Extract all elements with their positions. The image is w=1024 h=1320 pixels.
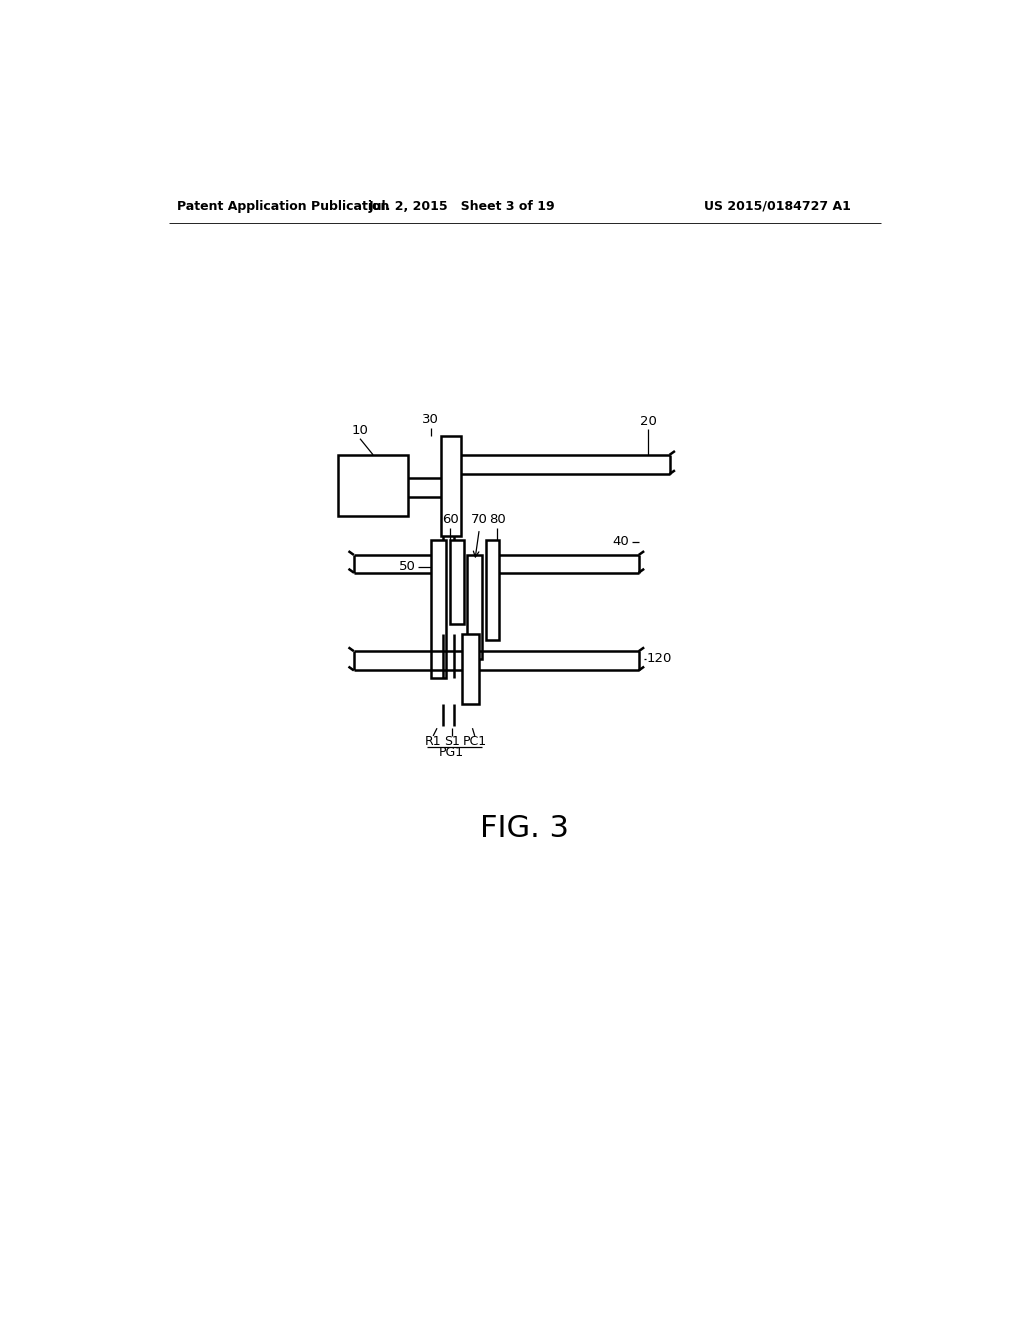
Text: 30: 30 bbox=[423, 413, 439, 426]
Text: Jul. 2, 2015   Sheet 3 of 19: Jul. 2, 2015 Sheet 3 of 19 bbox=[369, 199, 555, 213]
Text: PC1: PC1 bbox=[463, 735, 486, 748]
Text: PG1: PG1 bbox=[439, 746, 464, 759]
Text: R1: R1 bbox=[425, 735, 441, 748]
Text: US 2015/0184727 A1: US 2015/0184727 A1 bbox=[705, 199, 851, 213]
Bar bbox=[441, 436, 461, 536]
Text: 10: 10 bbox=[351, 424, 369, 437]
Text: FIG. 3: FIG. 3 bbox=[480, 814, 569, 842]
Text: Patent Application Publication: Patent Application Publication bbox=[177, 199, 389, 213]
Bar bbox=[339, 455, 408, 516]
Text: 70: 70 bbox=[471, 513, 487, 527]
Text: 50: 50 bbox=[398, 560, 416, 573]
Text: 120: 120 bbox=[646, 652, 672, 665]
Bar bbox=[467, 554, 482, 659]
Bar bbox=[485, 540, 500, 640]
Bar bbox=[451, 540, 464, 624]
Text: S1: S1 bbox=[443, 735, 460, 748]
Text: 80: 80 bbox=[488, 513, 506, 527]
Bar bbox=[431, 540, 446, 678]
Text: 40: 40 bbox=[612, 536, 630, 548]
Text: 60: 60 bbox=[441, 513, 459, 527]
Text: 20: 20 bbox=[640, 414, 656, 428]
Bar bbox=[462, 635, 478, 704]
